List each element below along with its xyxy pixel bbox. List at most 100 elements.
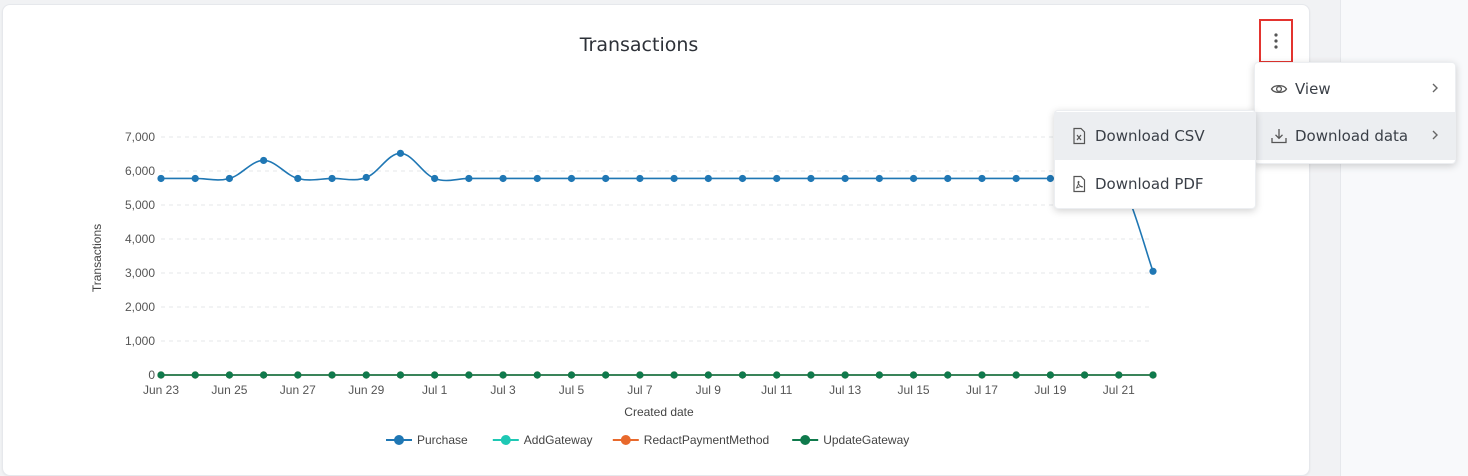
data-point-purchase: [841, 174, 849, 183]
legend-swatch-dot: [500, 435, 511, 445]
legend-item-updategateway: UpdateGateway: [792, 433, 909, 447]
file-pdf-icon: [1070, 175, 1088, 193]
data-point-purchase: [396, 149, 405, 157]
legend-label: AddGateway: [524, 433, 593, 447]
menu-item-view-label: View: [1295, 80, 1331, 98]
transactions-chart: 0 1,000 2,000 3,000 4,000 5,000 6,000 7,000 Jun…: [90, 130, 1157, 447]
data-point-updategateway: [499, 371, 507, 379]
eye-icon: [1270, 80, 1288, 98]
data-point-updategateway: [465, 371, 473, 379]
menu-item-download-data-label: Download data: [1295, 127, 1409, 145]
data-point-purchase: [362, 173, 370, 182]
data-point-updategateway: [1012, 371, 1020, 379]
data-point-updategateway: [944, 371, 952, 379]
data-point-updategateway: [1149, 371, 1157, 379]
chevron-right-icon: [1432, 83, 1438, 93]
data-point-purchase: [431, 174, 439, 183]
data-point-updategateway: [431, 371, 439, 379]
y-tick-label: 5,000: [125, 198, 155, 212]
legend-label: RedactPaymentMethod: [644, 433, 769, 447]
data-point-purchase: [157, 174, 165, 183]
y-tick-label: 4,000: [125, 232, 155, 246]
chart-axis-labels: Created date Transactions: [90, 224, 694, 419]
chart-gridlines: [161, 136, 1153, 342]
transactions-card: Transactions 0 1,000 2,000 3,000 4,000 5,000 6…: [2, 4, 1310, 476]
data-point-purchase: [909, 174, 918, 183]
y-tick-label: 3,000: [125, 266, 155, 280]
data-point-updategateway: [909, 371, 918, 379]
y-axis-title: Transactions: [90, 224, 104, 292]
data-point-purchase: [499, 174, 507, 183]
x-tick-label: Jun 25: [211, 383, 247, 397]
data-point-updategateway: [978, 371, 986, 379]
x-tick-label: Jul 13: [829, 383, 861, 397]
x-tick-label: Jul 19: [1034, 383, 1066, 397]
data-point-updategateway: [704, 371, 712, 379]
data-point-updategateway: [875, 371, 883, 379]
data-point-purchase: [533, 174, 541, 183]
x-tick-label: Jul 9: [696, 383, 722, 397]
data-point-updategateway: [670, 371, 678, 379]
submenu-item-download-pdf-label: Download PDF: [1095, 175, 1204, 193]
data-point-updategateway: [841, 371, 849, 379]
file-csv-icon: [1070, 127, 1088, 145]
chart-series: [157, 149, 1157, 379]
submenu-item-download-pdf[interactable]: Download PDF: [1055, 160, 1255, 208]
legend-swatch-dot: [620, 435, 631, 445]
chevron-right-icon: [1432, 130, 1438, 140]
data-point-purchase: [225, 174, 234, 183]
data-point-updategateway: [396, 371, 405, 379]
chart-options-button[interactable]: [1259, 19, 1293, 63]
data-point-updategateway: [602, 371, 610, 379]
data-point-updategateway: [1115, 371, 1123, 379]
data-point-updategateway: [773, 371, 781, 379]
data-point-purchase: [567, 174, 576, 183]
data-point-purchase: [294, 174, 302, 183]
data-point-updategateway: [636, 371, 644, 379]
data-point-purchase: [465, 174, 473, 183]
legend-label: UpdateGateway: [823, 433, 909, 447]
x-tick-label: Jul 3: [490, 383, 516, 397]
data-point-updategateway: [294, 371, 302, 379]
data-point-purchase: [328, 174, 336, 183]
chart-y-axis: 0 1,000 2,000 3,000 4,000 5,000 6,000 7,000: [125, 130, 155, 382]
chart-x-axis: Jun 23 Jun 25 Jun 27 Jun 29 Jul 1 Jul 3 Jul 5 J…: [143, 374, 1154, 397]
submenu-item-download-csv-label: Download CSV: [1095, 127, 1205, 145]
legend-swatch-dot: [800, 435, 811, 445]
data-point-updategateway: [362, 371, 370, 379]
legend-item-purchase: Purchase: [386, 433, 468, 447]
x-axis-title: Created date: [624, 405, 694, 419]
data-point-purchase: [773, 174, 781, 183]
y-tick-label: 2,000: [125, 300, 155, 314]
data-point-purchase: [1046, 174, 1054, 183]
x-tick-label: Jul 5: [559, 383, 585, 397]
data-point-updategateway: [191, 371, 199, 379]
x-tick-label: Jun 23: [143, 383, 179, 397]
menu-item-view[interactable]: View: [1255, 65, 1455, 113]
data-point-purchase: [1012, 174, 1020, 183]
data-point-updategateway: [225, 371, 234, 379]
data-point-purchase: [191, 174, 199, 183]
y-tick-label: 0: [148, 368, 155, 382]
data-point-updategateway: [738, 371, 747, 379]
legend-item-addgateway: AddGateway: [492, 433, 593, 447]
chart-legend: Purchase AddGateway RedactPaymentMethod Upd…: [386, 433, 909, 447]
data-point-purchase: [704, 174, 712, 183]
x-tick-label: Jul 1: [422, 383, 448, 397]
x-tick-label: Jun 29: [348, 383, 384, 397]
x-tick-label: Jul 11: [761, 383, 792, 397]
x-tick-label: Jul 17: [966, 383, 998, 397]
data-point-purchase: [260, 156, 268, 165]
submenu-item-download-csv[interactable]: Download CSV: [1055, 112, 1255, 160]
chart-options-menu: View Download data: [1254, 62, 1456, 164]
menu-item-download-data[interactable]: Download data: [1255, 112, 1455, 160]
data-point-purchase: [978, 174, 986, 183]
x-tick-label: Jul 7: [627, 383, 653, 397]
data-point-updategateway: [807, 371, 815, 379]
download-submenu: Download CSV Download PDF: [1054, 110, 1256, 209]
legend-item-redactpaymentmethod: RedactPaymentMethod: [612, 433, 769, 447]
data-point-updategateway: [328, 371, 336, 379]
data-point-purchase: [670, 174, 678, 183]
legend-swatch-dot: [394, 435, 404, 445]
data-point-purchase: [944, 174, 952, 183]
